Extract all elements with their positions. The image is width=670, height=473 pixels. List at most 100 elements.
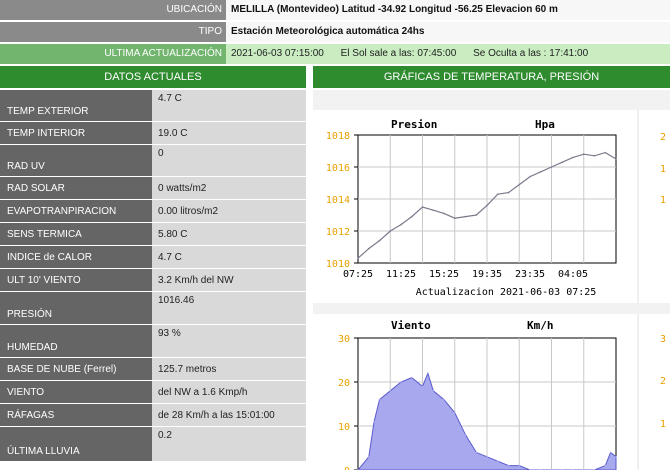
data-point bbox=[615, 456, 617, 458]
row-base-nube: BASE DE NUBE (Ferrel) 125.7 metros bbox=[0, 358, 306, 381]
row-label: VIENTO bbox=[0, 381, 152, 403]
charts-heading: GRÁFICAS DE TEMPERATURA, PRESIÓN bbox=[313, 66, 670, 88]
data-point bbox=[518, 464, 521, 467]
data-point bbox=[443, 212, 445, 215]
row-label: ULT 10' VIENTO bbox=[0, 269, 152, 291]
x-tick-label: 11:25 bbox=[386, 269, 416, 280]
data-point bbox=[432, 390, 435, 392]
row-value: 4.7 C bbox=[158, 251, 182, 263]
data-point bbox=[453, 412, 456, 414]
current-data-heading: DATOS ACTUALES bbox=[0, 66, 306, 88]
data-point bbox=[389, 390, 392, 392]
wind-chart: Viento Km/h 0 10 20 30 bbox=[338, 319, 617, 473]
data-point bbox=[593, 155, 596, 157]
row-value: 3.2 Km/h del NW bbox=[158, 274, 234, 286]
update-datetime: 2021-06-03 07:15:00 bbox=[231, 48, 324, 59]
data-point bbox=[453, 217, 456, 219]
data-point bbox=[421, 385, 424, 388]
pressure-chart-panel: Presion Hpa Actualizacion 2021-06-03 07:… bbox=[313, 110, 637, 303]
row-label: HUMEDAD bbox=[0, 325, 152, 357]
y-tick-label: 1018 bbox=[326, 131, 350, 142]
data-point bbox=[529, 175, 531, 178]
data-point bbox=[378, 239, 381, 242]
data-point bbox=[507, 464, 510, 467]
row-label: EVAPOTRANPIRACION bbox=[0, 200, 152, 222]
chart-unit: Km/h bbox=[527, 319, 554, 332]
row-rad-solar: RAD SOLAR 0 watts/m2 bbox=[0, 177, 306, 200]
data-point bbox=[410, 376, 413, 379]
type-label: TIPO bbox=[0, 22, 226, 42]
row-value: 19.0 C bbox=[158, 127, 188, 139]
data-point bbox=[507, 191, 510, 194]
pressure-chart: Presion Hpa Actualizacion 2021-06-03 07:… bbox=[326, 118, 617, 298]
data-point bbox=[400, 381, 402, 383]
data-point bbox=[475, 214, 478, 216]
x-tick-label: 15:25 bbox=[429, 269, 459, 280]
next-chart-edge-top: 2 1 1 bbox=[637, 110, 670, 303]
row-temp-interior: TEMP INTERIOR 19.0 C bbox=[0, 122, 306, 145]
row-value: de 28 Km/h a las 15:01:00 bbox=[158, 409, 275, 421]
data-point bbox=[410, 215, 413, 218]
type-row: TIPO Estación Meteorológica automática 2… bbox=[0, 22, 670, 42]
data-point bbox=[539, 171, 542, 173]
y-tick-label: 30 bbox=[338, 334, 350, 345]
data-point bbox=[550, 166, 553, 168]
row-value: 125.7 metros bbox=[158, 363, 217, 375]
y-tick-label: 20 bbox=[338, 378, 350, 389]
side-tick-label: 1 bbox=[660, 419, 666, 430]
data-point bbox=[421, 206, 424, 208]
row-indice-calor: INDICE de CALOR 4.7 C bbox=[0, 246, 306, 269]
side-tick-label: 1 bbox=[660, 195, 666, 206]
sunset-text: Se Oculta a las : 17:41:00 bbox=[473, 48, 589, 59]
data-point bbox=[378, 398, 381, 401]
wind-chart-panel: Viento Km/h 0 10 20 30 bbox=[313, 314, 637, 473]
row-label: RÁFAGAS bbox=[0, 404, 152, 426]
row-viento: VIENTO del NW a 1.6 Kmp/h bbox=[0, 381, 306, 404]
data-point bbox=[464, 215, 467, 218]
row-value: del NW a 1.6 Kmp/h bbox=[158, 386, 248, 398]
data-point bbox=[615, 158, 617, 160]
data-point bbox=[572, 156, 574, 159]
data-point bbox=[432, 209, 435, 211]
row-value: 93 % bbox=[158, 328, 181, 339]
row-label: TEMP EXTERIOR bbox=[0, 90, 152, 121]
row-value: 0.00 litros/m2 bbox=[158, 205, 219, 217]
y-tick-label: 1010 bbox=[326, 259, 350, 270]
current-data-table: TEMP EXTERIOR 4.7 C TEMP INTERIOR 19.0 C R… bbox=[0, 90, 306, 462]
x-tick-label: 07:25 bbox=[343, 269, 373, 280]
row-presion: PRESIÓN 1016.46 bbox=[0, 292, 306, 325]
side-tick-label: 2 bbox=[660, 132, 666, 143]
row-rafagas: RÁFAGAS de 28 Km/h a las 15:01:00 bbox=[0, 404, 306, 427]
location-row: UBICACIÓN MELILLA (Montevideo) Latitud -… bbox=[0, 0, 670, 20]
data-point bbox=[475, 451, 478, 454]
update-label: ULTIMA ACTUALIZACIÓN bbox=[0, 44, 226, 64]
data-point bbox=[604, 464, 607, 467]
data-point bbox=[496, 460, 499, 462]
y-tick-label: 0 bbox=[344, 466, 350, 470]
row-value: 1016.46 bbox=[158, 295, 195, 306]
row-value: 0 watts/m2 bbox=[158, 182, 207, 194]
row-label: SENS TERMICA bbox=[0, 223, 152, 245]
data-point bbox=[486, 204, 488, 207]
data-point bbox=[518, 183, 521, 186]
row-label: TEMP INTERIOR bbox=[0, 122, 152, 144]
wind-area bbox=[356, 371, 617, 471]
side-tick-label: 3 bbox=[660, 334, 666, 345]
row-label: ÚLTIMA LLUVIA bbox=[0, 427, 152, 461]
data-point bbox=[604, 151, 607, 154]
chart-unit: Hpa bbox=[535, 118, 555, 131]
row-sens-termica: SENS TERMICA 5.80 C bbox=[0, 223, 306, 246]
chart-title: Viento bbox=[391, 319, 431, 332]
update-row: ULTIMA ACTUALIZACIÓN 2021-06-03 07:15:00… bbox=[0, 44, 670, 64]
row-label: RAD SOLAR bbox=[0, 177, 152, 199]
row-value: 0 bbox=[158, 148, 164, 159]
data-point bbox=[609, 451, 612, 454]
y-tick-label: 1016 bbox=[326, 163, 350, 174]
data-point bbox=[582, 153, 585, 155]
data-point bbox=[486, 456, 488, 458]
location-label: UBICACIÓN bbox=[0, 0, 226, 20]
row-ult-viento: ULT 10' VIENTO 3.2 Km/h del NW bbox=[0, 269, 306, 292]
next-chart-edge-bottom: 3 2 1 bbox=[637, 314, 670, 470]
row-evapotranspiracion: EVAPOTRANPIRACION 0.00 litros/m2 bbox=[0, 200, 306, 223]
sunrise-text: El Sol sale a las: 07:45:00 bbox=[340, 48, 457, 59]
